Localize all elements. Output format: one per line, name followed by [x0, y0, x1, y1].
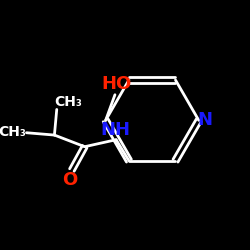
Text: N: N [198, 111, 213, 129]
Text: CH₃: CH₃ [54, 96, 82, 110]
Text: HO: HO [101, 75, 131, 93]
Text: NH: NH [100, 121, 130, 139]
Text: CH₃: CH₃ [0, 124, 26, 138]
Text: O: O [62, 171, 77, 189]
